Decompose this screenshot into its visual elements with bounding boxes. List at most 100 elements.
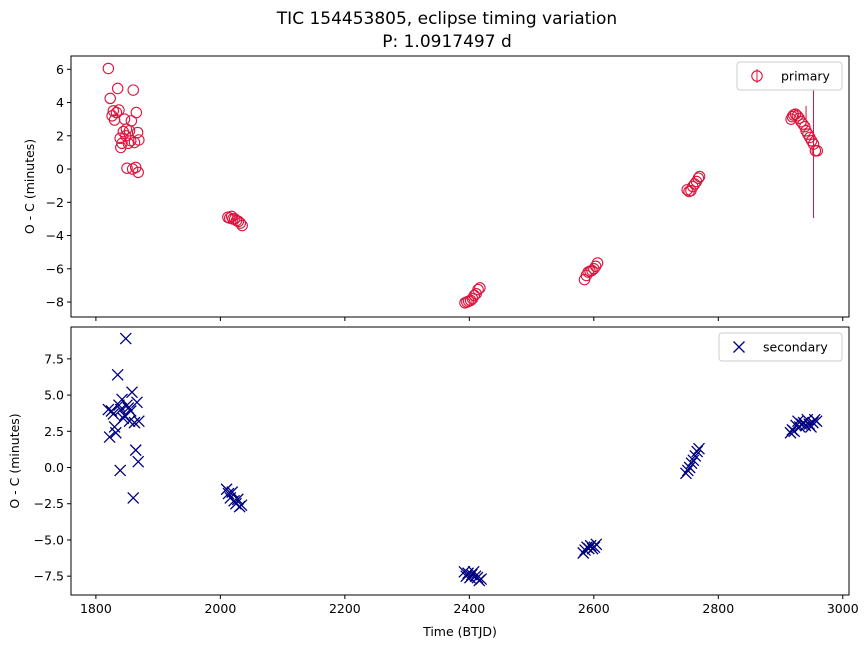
data-point: [687, 454, 700, 467]
x-tick-label: 2400: [453, 601, 485, 616]
y-axis-label: O - C (minutes): [7, 413, 22, 508]
data-point: [811, 145, 824, 157]
data-point: [588, 541, 601, 554]
chart-title-line2: P: 1.0917497 d: [382, 32, 512, 52]
data-point: [127, 84, 139, 96]
data-point: [102, 62, 115, 75]
data-point: [133, 134, 145, 146]
data-point: [131, 396, 143, 409]
data-point: [131, 126, 144, 139]
data-point: [685, 457, 698, 470]
data-point: [129, 444, 142, 457]
data-point: [121, 399, 133, 412]
data-point: [579, 544, 592, 557]
data-point: [222, 487, 235, 500]
data-point: [132, 415, 145, 428]
data-point: [692, 172, 705, 184]
data-point: [693, 170, 706, 183]
data-point: [786, 110, 799, 123]
data-point: [474, 282, 486, 294]
data-point: [797, 118, 809, 130]
data-point: [111, 82, 124, 95]
data-point: [114, 403, 127, 416]
primary-panel: 6 4 2 0 −2 −4 −6 −8 O - C (minutes) primary: [22, 55, 850, 321]
data-point: [681, 464, 694, 477]
secondary-panel: 1800 2000 2200 2400 2600 2800 3000 7.5 5.0 2.5 0.0…: [7, 326, 859, 639]
data-point: [220, 483, 233, 496]
data-point: [693, 442, 705, 455]
data-point: [789, 108, 802, 120]
data-point: [590, 538, 603, 551]
legend-marker: [733, 341, 745, 353]
data-point: [683, 461, 696, 474]
y-tick-label: 0.0: [44, 460, 64, 475]
legend-label: primary: [781, 69, 831, 84]
data-point: [118, 113, 131, 125]
data-point: [586, 264, 598, 277]
y-tick-label: −7.5: [34, 569, 64, 584]
data-point: [689, 449, 702, 462]
data-point: [132, 455, 145, 468]
data-point: [130, 106, 143, 119]
data-point: [107, 407, 120, 420]
y-tick-label: 2: [56, 128, 64, 143]
x-tick-label: 2000: [204, 601, 236, 616]
data-point: [235, 499, 248, 512]
data-point: [119, 332, 132, 345]
legend-label: secondary: [763, 340, 828, 355]
y-tick-label: 6: [56, 62, 64, 77]
data-point: [806, 416, 819, 429]
data-point: [810, 415, 823, 428]
y-tick-label: −4: [46, 228, 64, 243]
x-axis-label: Time (BTJD): [422, 624, 497, 639]
y-tick-label: 2.5: [44, 424, 64, 439]
legend-box: [718, 332, 843, 362]
x-tick-label: 2600: [578, 601, 610, 616]
data-point: [113, 104, 125, 116]
data-point: [232, 215, 245, 228]
data-point: [691, 445, 704, 458]
x-tick-label: 2800: [702, 601, 734, 616]
data-point: [803, 418, 816, 431]
y-tick-label: 5.0: [44, 388, 64, 403]
chart-title-line1: TIC 154453805, eclipse timing variation: [276, 9, 617, 29]
data-point: [125, 115, 138, 127]
axes-frame: [70, 326, 850, 596]
data-point: [126, 386, 138, 399]
y-tick-label: −5.0: [34, 532, 64, 547]
axes-frame: [70, 55, 850, 318]
data-point: [110, 106, 123, 119]
y-tick-label: −8: [46, 295, 64, 310]
data-point: [109, 426, 122, 439]
data-point: [104, 92, 116, 105]
data-point: [591, 257, 604, 269]
data-point: [784, 426, 797, 439]
data-point: [114, 132, 126, 145]
data-point: [465, 568, 478, 581]
data-point: [471, 571, 484, 584]
y-tick-label: −2: [46, 195, 64, 210]
y-tick-label: −6: [46, 261, 64, 276]
data-point: [124, 405, 137, 417]
data-point: [679, 467, 692, 480]
data-point: [472, 283, 484, 296]
data-point: [114, 464, 127, 477]
data-point: [475, 573, 488, 586]
data-point: [116, 137, 128, 150]
data-point: [121, 162, 133, 174]
y-tick-label: 7.5: [44, 351, 64, 366]
data-point: [111, 368, 124, 381]
data-point: [128, 416, 141, 429]
data-point: [103, 431, 116, 444]
x-tick-label: 1800: [80, 601, 112, 616]
data-point: [231, 493, 244, 506]
x-tick-label: 2200: [329, 601, 361, 616]
data-point: [468, 289, 481, 302]
data-point: [122, 137, 135, 150]
y-tick-label: 0: [56, 162, 64, 177]
x-tick-label: 3000: [827, 601, 859, 616]
data-point: [807, 138, 820, 150]
data-point: [588, 263, 600, 275]
legend-box: [736, 61, 843, 91]
